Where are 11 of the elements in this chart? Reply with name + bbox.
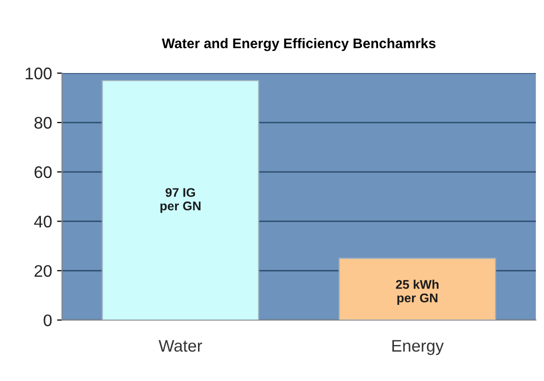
x-tick-label: Water xyxy=(158,340,202,352)
y-tick-label: 80 xyxy=(34,116,52,129)
y-tick-label: 0 xyxy=(44,314,52,326)
chart-title: Water and Energy Efficiency Benchamrks xyxy=(162,38,436,52)
y-tick-label: 20 xyxy=(34,265,52,277)
y-tick-label: 100 xyxy=(26,68,52,80)
data-label: 97 IG per GN xyxy=(160,188,200,213)
y-tick-label: 40 xyxy=(34,216,52,228)
data-label: 25 kWh per GN xyxy=(396,280,438,305)
y-tick-label: 60 xyxy=(34,166,52,178)
x-tick-label: Energy xyxy=(392,340,444,356)
